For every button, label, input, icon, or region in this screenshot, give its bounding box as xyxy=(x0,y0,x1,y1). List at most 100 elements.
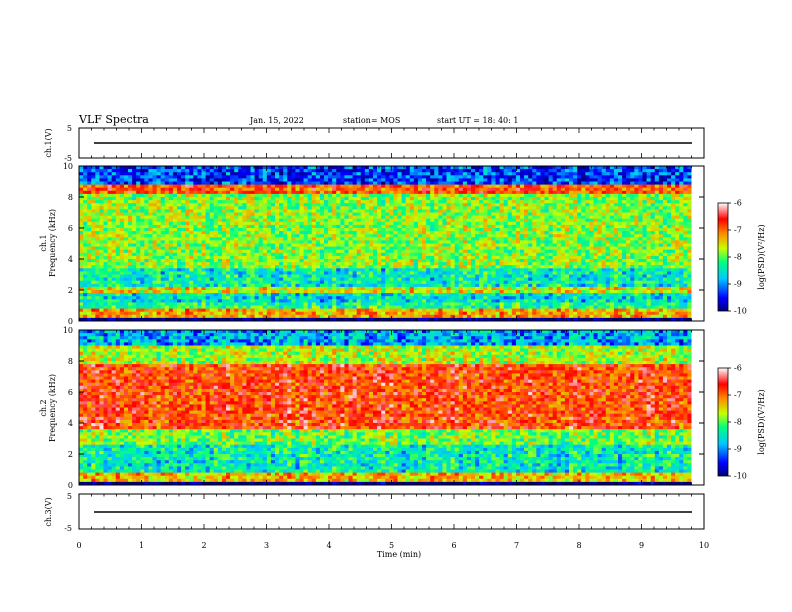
spectrogram-cell xyxy=(654,218,660,223)
spectrogram-cell xyxy=(242,234,247,238)
spectrogram-cell xyxy=(385,172,390,176)
spectrogram-cell xyxy=(270,246,276,251)
spectrogram-cell xyxy=(385,234,390,238)
spectrogram-cell xyxy=(91,262,96,266)
spectrogram-cell xyxy=(246,218,251,223)
spectrogram-cell xyxy=(454,190,460,195)
spectrogram-cell xyxy=(352,212,358,216)
spectrogram-cell xyxy=(238,200,243,204)
spectrogram-cell xyxy=(544,249,549,254)
spectrogram-cell xyxy=(552,243,558,247)
spectrogram-cell xyxy=(291,249,296,254)
spectrogram-cell xyxy=(613,175,619,179)
spectrogram-cell xyxy=(107,234,113,238)
spectrogram-cell xyxy=(393,190,398,195)
spectrogram-cell xyxy=(573,184,578,189)
spectrogram-cell xyxy=(328,212,333,216)
spectrogram-cell xyxy=(654,203,660,207)
spectrogram-cell xyxy=(597,203,603,207)
spectrogram-cell xyxy=(642,249,647,254)
spectrogram-cell xyxy=(667,200,672,204)
spectrogram-cell xyxy=(409,234,415,238)
spectrogram-cell xyxy=(140,243,145,247)
spectrogram-cell xyxy=(91,237,96,241)
spectrogram-cell xyxy=(569,193,574,198)
spectrogram-cell xyxy=(152,259,157,263)
spectrogram-cell xyxy=(128,252,133,257)
spectrogram-cell xyxy=(91,166,96,170)
spectrogram-cell xyxy=(319,218,325,223)
spectrogram-cell xyxy=(156,259,162,263)
spectrogram-cell xyxy=(136,249,141,254)
spectrogram-cell xyxy=(654,181,660,185)
spectrogram-cell xyxy=(107,209,113,213)
spectrogram-cell xyxy=(242,175,247,179)
spectrogram-cell xyxy=(315,224,321,229)
spectrogram-cell xyxy=(319,203,325,207)
spectrogram-cell xyxy=(642,200,647,204)
spectrogram-cell xyxy=(426,255,431,260)
spectrogram-cell xyxy=(360,246,366,251)
spectrogram-cell xyxy=(258,262,264,266)
spectrogram-cell xyxy=(646,224,652,229)
spectrogram-cell xyxy=(324,240,329,244)
spectrogram-cell xyxy=(589,218,594,223)
spectrogram-cell xyxy=(401,190,407,195)
spectrogram-cell xyxy=(430,175,435,179)
spectrogram-cell xyxy=(491,172,496,176)
spectrogram-cell xyxy=(152,221,157,226)
spectrogram-cell xyxy=(213,197,219,201)
spectrogram-cell xyxy=(638,203,643,207)
spectrogram-cell xyxy=(544,197,549,201)
spectrogram-cell xyxy=(168,234,174,238)
spectrogram-cell xyxy=(430,228,435,232)
spectrogram-cell xyxy=(275,215,280,220)
spectrogram-cell xyxy=(520,203,525,207)
spectrogram-cell xyxy=(356,215,362,220)
spectrogram-cell xyxy=(393,197,398,201)
spectrogram-cell xyxy=(650,259,656,263)
spectrogram-cell xyxy=(230,249,235,254)
spectrogram-cell xyxy=(201,231,206,235)
spectrogram-cell xyxy=(132,224,137,229)
spectrogram-cell xyxy=(115,234,121,238)
spectrogram-cell xyxy=(152,228,157,232)
spectrogram-cell xyxy=(315,259,321,263)
spectrogram-cell xyxy=(422,265,427,269)
spectrogram-cell xyxy=(499,203,505,207)
spectrogram-cell xyxy=(499,228,505,232)
spectrogram-cell xyxy=(569,175,574,179)
spectrogram-cell xyxy=(532,175,537,179)
spectrogram-cell xyxy=(172,209,178,213)
spectrogram-cell xyxy=(618,234,623,238)
spectrogram-cell xyxy=(524,237,529,241)
spectrogram-cell xyxy=(417,172,423,176)
spectrogram-cell xyxy=(442,234,447,238)
spectrogram-cell xyxy=(475,200,480,204)
spectrogram-cell xyxy=(507,243,513,247)
spectrogram-cell xyxy=(446,212,451,216)
spectrogram-cell xyxy=(336,262,341,266)
spectrogram-cell xyxy=(328,193,333,198)
spectrogram-cell xyxy=(99,231,104,235)
spectrogram-cell xyxy=(279,175,284,179)
spectrogram-cell xyxy=(679,224,684,229)
spectrogram-cell xyxy=(630,209,635,213)
spectrogram-cell xyxy=(679,169,684,173)
spectrogram-cell xyxy=(573,172,578,176)
spectrogram-cell xyxy=(279,178,284,182)
spectrogram-cell xyxy=(450,181,456,185)
spectrogram-cell xyxy=(393,215,398,220)
spectrogram-cell xyxy=(87,228,92,232)
spectrogram-cell xyxy=(283,184,288,189)
spectrogram-cell xyxy=(311,197,317,201)
spectrogram-cell xyxy=(95,172,100,176)
spectrogram-cell xyxy=(356,166,362,170)
spectrogram-cell xyxy=(250,265,255,269)
spectrogram-cell xyxy=(291,172,296,176)
spectrogram-cell xyxy=(466,255,472,260)
spectrogram-cell xyxy=(332,255,337,260)
spectrogram-cell xyxy=(462,166,468,170)
spectrogram-cell xyxy=(172,178,178,182)
spectrogram-cell xyxy=(91,169,96,173)
